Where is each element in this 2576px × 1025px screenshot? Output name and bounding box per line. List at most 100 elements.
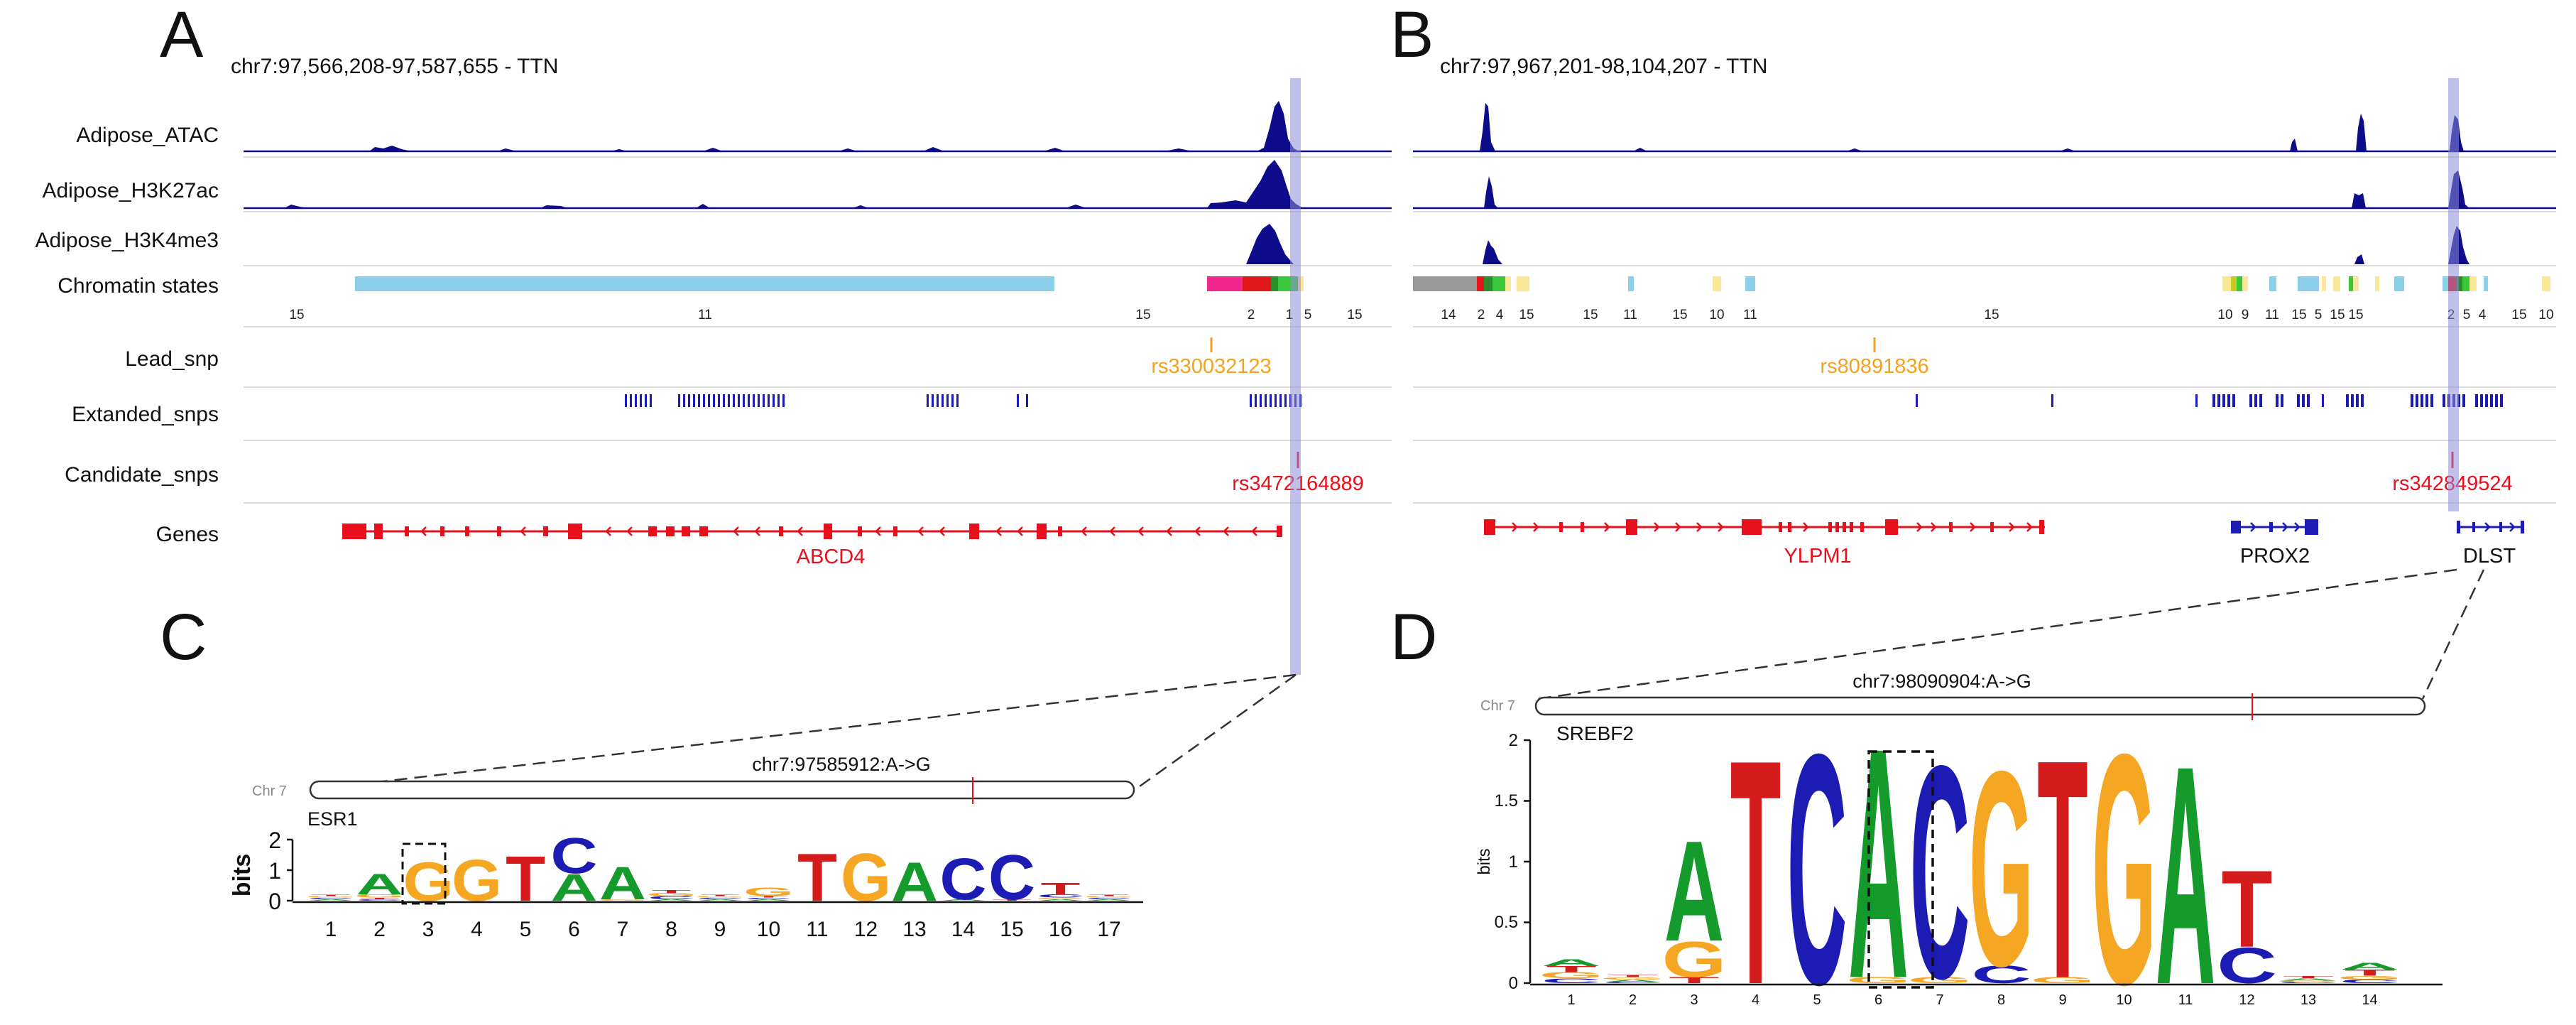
state-number: 2 [1248,308,1255,322]
x-tick-label: 4 [471,918,483,941]
logo-letter-g: G [452,847,502,914]
y-tick-label: 1.5 [1495,791,1518,810]
y-tick-label: 1 [268,858,281,884]
gene-prox2 [2231,519,2318,535]
logo-letter-c: C [648,895,694,900]
track-label-lead-snp: Lead_snp [125,347,219,371]
logo-letter-c: C [697,897,743,899]
state-number: 2 [1478,308,1485,322]
track-atac-a [244,101,1392,153]
motif-label-d: SREBF2 [1556,722,1634,744]
gene-ylpm1 [1484,519,2045,535]
y-tick-label: 0 [268,889,281,914]
x-tick-label: 6 [568,918,580,941]
logo-letter-a: A [599,857,646,909]
state-block [2462,276,2469,291]
logo-letter-g: G [1907,975,1972,985]
zoom-line [1536,568,2457,700]
x-tick-label: 5 [1813,992,1821,1008]
state-block [2222,276,2231,291]
state-block [2242,276,2248,291]
state-number: 15 [1984,308,1999,322]
x-tick-label: 12 [854,918,878,941]
logo-letter-c: C [550,828,597,884]
state-block [1713,276,1721,291]
panel-a-separators [244,156,1392,504]
variant-box-d [1867,750,1934,989]
logo-letter-t: T [2222,848,2273,970]
logo-letter-g: G [743,884,794,899]
track-h3k27ac-a [244,160,1392,210]
gene-dlst [2457,521,2524,533]
logo-letter-a: A [939,899,986,901]
logo-letter-t: T [1608,974,1659,977]
logo-letter-t: T [1041,879,1081,898]
state-number: 15 [2291,308,2306,322]
x-tick-label: 5 [520,918,532,941]
motif-label-c: ESR1 [307,808,358,830]
logo-letter-g: G [694,896,745,898]
state-number: 11 [1743,308,1757,322]
logo-ylabel-c: bits [229,854,256,896]
chromatin-states-b [1413,276,2550,291]
logo-letter-c: C [307,897,354,899]
gene-label-ylpm1: YLPM1 [1784,545,1851,568]
state-number: 9 [2242,308,2249,322]
logo-letter-a: A [1664,811,1725,971]
track-label-h3k27ac: Adipose_H3K27ac [42,179,219,202]
logo-letter-a: A [2278,977,2339,981]
state-number: 1 [1286,308,1294,322]
variant-highlight-b [2448,78,2459,511]
logo-letter-a: A [2340,960,2400,972]
logo-letter-c: C [1910,703,1970,1025]
state-block [355,276,1054,291]
logo-letter-g: G [354,894,405,899]
state-number: 15 [1672,308,1687,322]
logo-letter-g: G [1035,897,1086,899]
panel-d-letter: D [1390,601,1437,673]
x-tick-label: 7 [617,918,629,941]
logo-axis-c: 2 1 0 [268,828,1143,914]
panel-c: C Chr 7 chr7:97585912:A->G ESR1 bits ACG… [160,601,1297,941]
logo-letter-a: A [1603,979,1663,982]
state-block [2231,276,2237,291]
variant-label-d: chr7:98090904:A->G [1852,671,2031,692]
logo-letter-g: G [1969,714,2034,1025]
y-tick-label: 1 [1509,852,1518,872]
track-label-chromatin: Chromatin states [58,274,219,298]
logo-letter-c: C [2278,982,2339,984]
x-tick-label: 12 [2239,992,2254,1008]
logo-letter-c: C [745,897,792,899]
gene-label-abcd4: ABCD4 [797,546,866,568]
state-number: 5 [1304,308,1312,322]
state-number: 10 [2217,308,2232,322]
logo-letter-c: C [2340,979,2400,985]
x-tick-label: 17 [1097,918,1120,941]
logo-letter-c: C [1787,685,1848,1025]
logo-letter-c: C [356,899,403,901]
state-block [2469,276,2477,291]
x-tick-label: 3 [1690,992,1698,1008]
state-number: 10 [2538,308,2553,322]
chromatin-numbers-a: 15 11 15 2 1 5 15 [289,308,1362,322]
state-block [1628,276,1634,291]
y-tick-label: 2 [268,828,281,853]
track-label-extended-snps: Extanded_snps [72,403,219,426]
y-tick-label: 0.5 [1495,913,1518,932]
state-number: 15 [1135,308,1150,322]
logo-letter-g: G [1084,896,1134,898]
logo-letter-a: A [1086,899,1133,901]
x-tick-label: 2 [373,918,386,941]
track-h3k4me3-a [1246,224,1294,264]
state-block [1413,276,1477,291]
chromosome-ideogram-c [309,780,1135,800]
logo-letter-g: G [1539,970,1603,980]
state-number: 14 [1441,308,1456,322]
x-tick-label: 14 [2362,992,2377,1008]
logo-letter-g: G [2030,975,2095,985]
state-number: 4 [1496,308,1504,322]
logo-letter-g: G [305,896,356,898]
state-block [1207,276,1243,291]
